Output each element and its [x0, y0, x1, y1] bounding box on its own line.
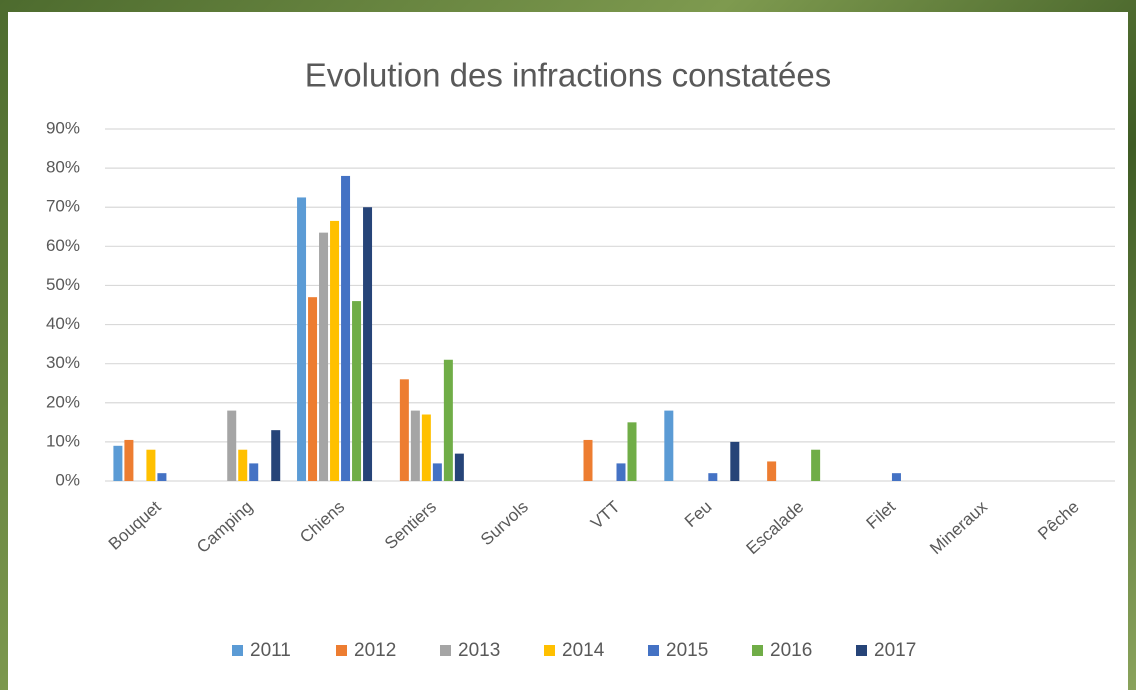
bar	[238, 449, 248, 481]
bar	[664, 410, 674, 481]
bar	[616, 463, 626, 481]
bar	[363, 207, 373, 481]
legend-label: 2011	[250, 640, 291, 661]
y-tick-label: 10%	[46, 431, 80, 450]
bar	[730, 441, 740, 481]
bar	[454, 453, 464, 481]
y-tick-label: 20%	[46, 392, 80, 411]
legend-swatch	[336, 645, 347, 656]
bar	[432, 463, 442, 481]
bar	[583, 439, 593, 481]
legend-swatch	[856, 645, 867, 656]
y-tick-label: 50%	[46, 275, 80, 294]
bar	[352, 301, 362, 481]
bar	[767, 461, 777, 481]
bar	[124, 439, 134, 481]
legend-swatch	[440, 645, 451, 656]
bar	[113, 445, 123, 481]
bar	[399, 379, 409, 481]
y-tick-label: 80%	[46, 158, 80, 177]
legend-label: 2016	[770, 640, 812, 661]
bar	[627, 422, 637, 481]
bar	[708, 473, 718, 481]
bar	[227, 410, 237, 481]
legend-swatch	[752, 645, 763, 656]
legend-label: 2014	[562, 640, 605, 661]
legend-label: 2015	[666, 640, 708, 661]
chart-panel	[8, 12, 1128, 690]
y-tick-label: 70%	[46, 197, 80, 216]
y-tick-label: 40%	[46, 314, 80, 333]
y-tick-label: 30%	[46, 353, 80, 372]
chart-title: Evolution des infractions constatées	[305, 57, 831, 94]
legend-swatch	[544, 645, 555, 656]
bar	[146, 449, 156, 481]
bar	[421, 414, 431, 481]
y-tick-label: 60%	[46, 236, 80, 255]
bar	[249, 463, 259, 481]
y-tick-label: 0%	[55, 470, 80, 489]
bar	[157, 473, 167, 481]
legend-label: 2012	[354, 640, 396, 661]
bar	[319, 232, 329, 481]
bar	[297, 197, 307, 481]
bar	[341, 175, 351, 481]
bar	[891, 473, 901, 481]
legend-swatch	[232, 645, 243, 656]
bar	[271, 430, 281, 481]
bar	[443, 359, 453, 481]
bar	[308, 297, 318, 481]
y-tick-label: 90%	[46, 118, 80, 137]
bar	[410, 410, 420, 481]
legend-label: 2017	[874, 640, 916, 661]
bar	[330, 220, 340, 481]
bar	[811, 449, 821, 481]
legend-swatch	[648, 645, 659, 656]
legend-label: 2013	[458, 640, 500, 661]
